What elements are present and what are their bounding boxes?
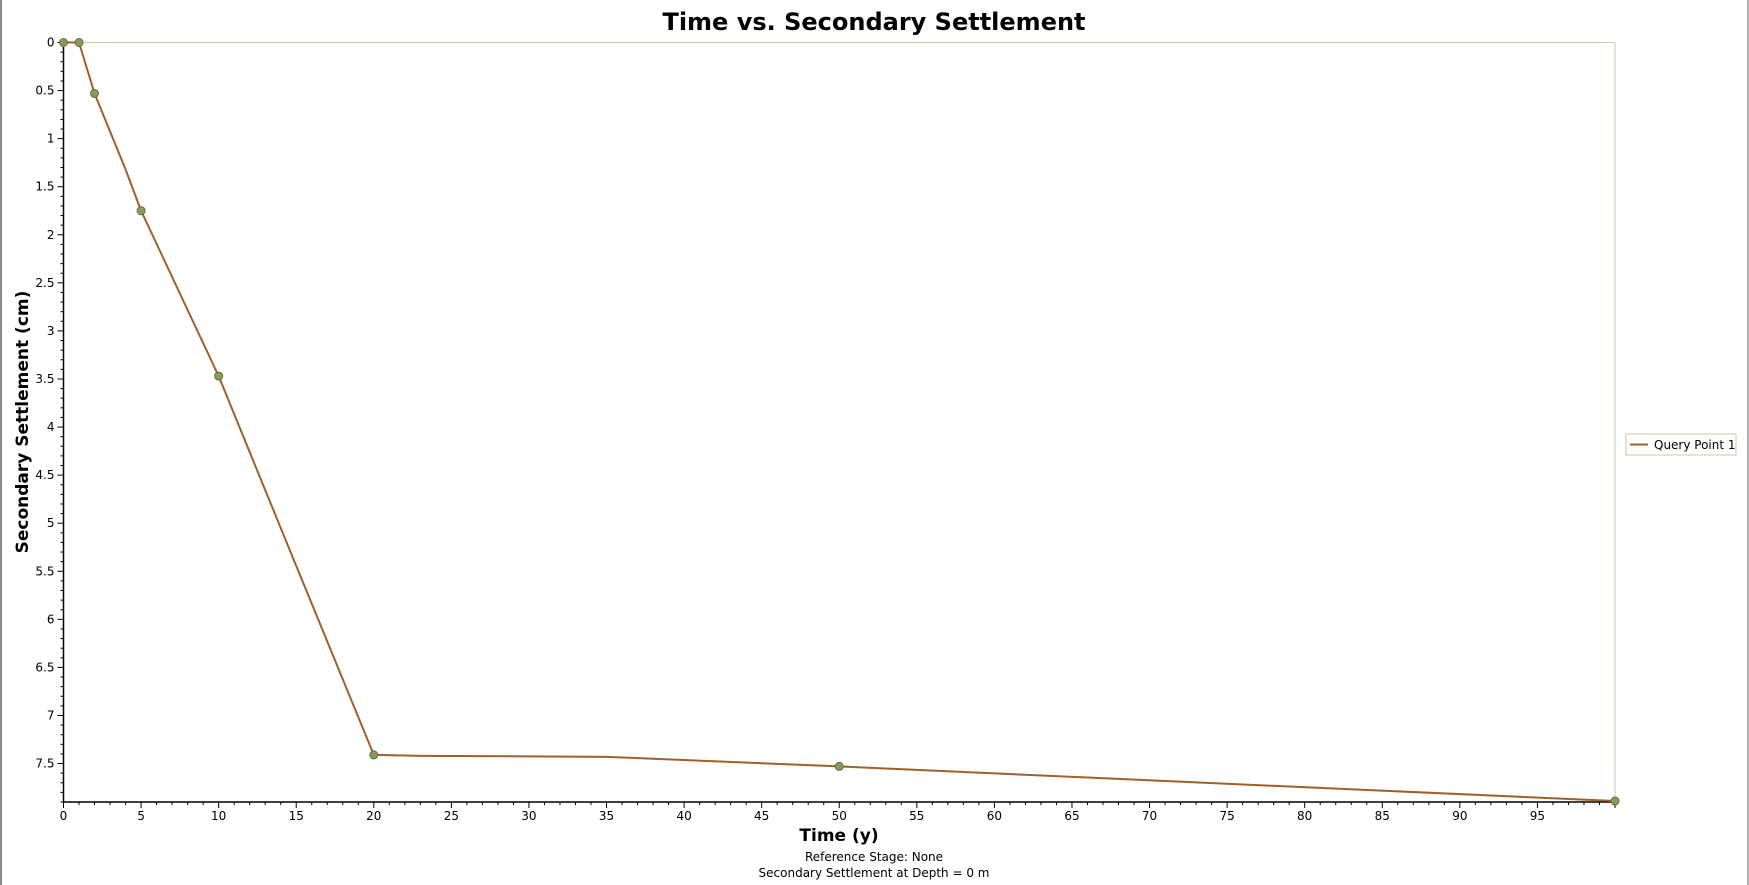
x-tick-label: 0: [60, 809, 68, 823]
x-tick-label: 35: [599, 809, 614, 823]
y-tick-label: 3: [47, 324, 55, 338]
y-tick-label: 7: [47, 708, 55, 722]
footer-depth: Secondary Settlement at Depth = 0 m: [759, 866, 990, 880]
data-point-marker: [74, 38, 84, 47]
x-tick-label: 30: [521, 809, 536, 823]
data-point-marker: [1610, 796, 1620, 806]
x-tick-label: 95: [1530, 809, 1545, 823]
data-point-marker: [59, 38, 68, 47]
x-tick-label: 55: [909, 809, 924, 823]
y-tick-label: 4.5: [35, 468, 54, 482]
y-tick-label: 2: [47, 228, 55, 242]
x-tick-label: 85: [1375, 809, 1390, 823]
x-tick-label: 80: [1297, 809, 1312, 823]
x-tick-label: 65: [1064, 809, 1079, 823]
footer-reference-stage: Reference Stage: None: [805, 850, 943, 864]
x-tick-label: 60: [987, 809, 1002, 823]
data-point-marker: [214, 371, 224, 381]
y-tick-label: 0.5: [35, 84, 54, 98]
y-tick-label: 5.5: [35, 564, 54, 578]
legend: Query Point 1: [1625, 433, 1737, 456]
window-right-border: [1747, 0, 1749, 885]
y-tick-label: 2.5: [35, 276, 54, 290]
y-tick-label: 7.5: [35, 757, 54, 771]
y-tick-label: 3.5: [35, 372, 54, 386]
data-point-marker: [834, 761, 844, 771]
x-tick-label: 90: [1452, 809, 1467, 823]
x-tick-label: 70: [1142, 809, 1157, 823]
x-tick-label: 20: [366, 809, 381, 823]
y-tick-label: 0: [47, 36, 55, 50]
x-axis-label: Time (y): [799, 826, 878, 846]
y-tick-label: 6.5: [35, 660, 54, 674]
x-tick-label: 50: [832, 809, 847, 823]
chart-title: Time vs. Secondary Settlement: [662, 8, 1085, 36]
x-tick-label: 15: [289, 809, 304, 823]
y-tick-label: 1.5: [35, 180, 54, 194]
x-tick-label: 40: [676, 809, 691, 823]
window-left-border: [0, 0, 2, 885]
data-point-marker: [136, 206, 146, 216]
y-tick-label: 5: [47, 516, 55, 530]
y-axis-label: Secondary Settlement (cm): [13, 291, 33, 554]
series-line-query-point-1: [63, 41, 1616, 803]
data-point-marker: [90, 88, 100, 98]
x-tick-label: 5: [137, 809, 145, 823]
legend-box: [1625, 433, 1737, 456]
x-tick-label: 75: [1219, 809, 1234, 823]
y-tick-label: 4: [47, 420, 55, 434]
y-tick-label: 1: [47, 132, 55, 146]
legend-label: Query Point 1: [1654, 438, 1736, 452]
x-tick-label: 25: [444, 809, 459, 823]
data-point-marker: [369, 750, 379, 760]
x-tick-label: 10: [211, 809, 226, 823]
y-tick-label: 6: [47, 612, 55, 626]
x-tick-label: 45: [754, 809, 769, 823]
